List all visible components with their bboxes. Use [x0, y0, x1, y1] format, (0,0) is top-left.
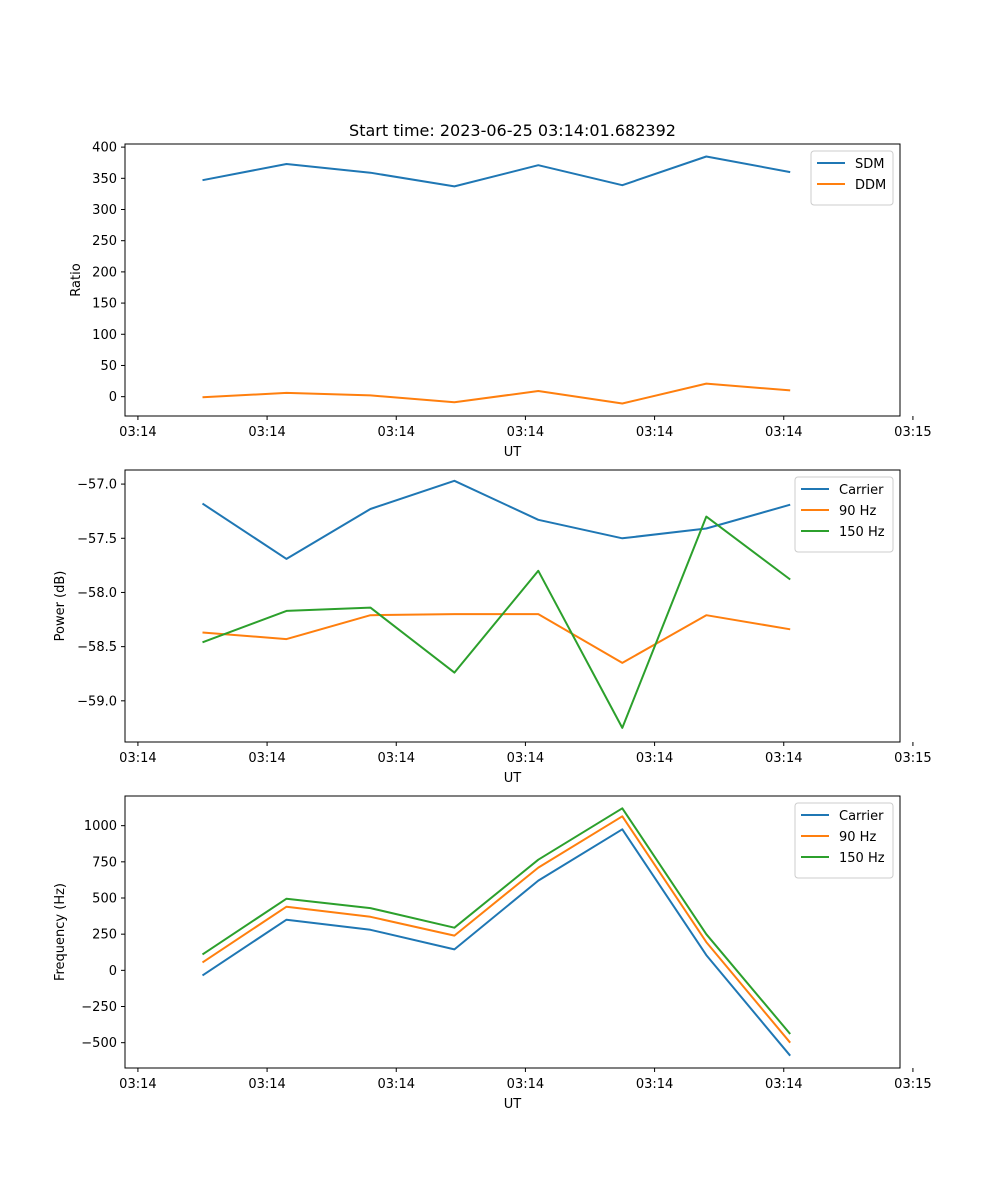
- chart-panel-2: 03:14 03:14 03:14 03:14 03:14 03:14 03:15 −59.0…: [53, 469, 932, 786]
- x-tick-label: 03:15: [894, 1077, 931, 1092]
- x-tick-label: 03:14: [636, 751, 673, 766]
- series-line-ddm: [202, 382, 791, 405]
- x-tick-label: 03:14: [248, 1077, 285, 1092]
- y-tick-label: −250: [81, 1000, 117, 1015]
- y-tick-label: 300: [92, 203, 117, 218]
- x-tick-label: 03:14: [248, 751, 285, 766]
- chart-panel-3: 03:14 03:14 03:14 03:14 03:14 03:14 03:15 −500 −…: [53, 795, 932, 1112]
- x-tick-label: 03:14: [507, 751, 544, 766]
- y-axis-label: Ratio: [69, 263, 84, 296]
- y-tick-label: 200: [92, 265, 117, 280]
- series-line-carrier: [201, 479, 791, 560]
- y-tick-label: 0: [109, 964, 117, 979]
- y-tick-label: −58.0: [77, 586, 117, 601]
- x-axis-label: UT: [504, 445, 522, 460]
- series-line-90-hz: [202, 613, 791, 664]
- legend-label: 150 Hz: [839, 525, 885, 540]
- series-line-sdm: [202, 155, 791, 188]
- legend-box: [794, 476, 894, 553]
- y-tick-label: −57.0: [77, 478, 117, 493]
- legend-label: DDM: [855, 178, 886, 193]
- x-tick-label: 03:14: [765, 1077, 802, 1092]
- x-tick-label: 03:14: [119, 1077, 156, 1092]
- x-tick-label: 03:15: [894, 425, 931, 440]
- y-tick-label: −57.5: [77, 532, 117, 547]
- x-tick-label: 03:14: [636, 425, 673, 440]
- y-tick-label: 350: [92, 172, 117, 187]
- y-tick-label: 400: [92, 141, 117, 156]
- chart-panel-1: 03:14 03:14 03:14 03:14 03:14 03:14 03:15 0 50 10…: [69, 141, 932, 460]
- legend-label: Carrier: [839, 483, 884, 498]
- x-tick-label: 03:14: [248, 425, 285, 440]
- charts-container: 03:14 03:14 03:14 03:14 03:14 03:14 03:15 0 50 10…: [53, 141, 932, 1112]
- axes-frame: [124, 469, 901, 743]
- figure-title: Start time: 2023-06-25 03:14:01.682392: [349, 121, 676, 140]
- legend-label: 150 Hz: [839, 851, 885, 866]
- legend: Carrier 90 Hz 150 Hz: [794, 476, 894, 553]
- series-line-150-hz: [201, 807, 791, 1035]
- x-tick-label: 03:14: [507, 425, 544, 440]
- x-tick-label: 03:14: [378, 425, 415, 440]
- y-tick-label: 150: [92, 297, 117, 312]
- y-axis-label: Power (dB): [53, 571, 68, 642]
- legend-box: [794, 802, 894, 879]
- x-tick-label: 03:14: [765, 425, 802, 440]
- y-tick-label: −59.0: [77, 694, 117, 709]
- y-tick-label: 0: [109, 390, 117, 405]
- y-tick-label: 250: [92, 234, 117, 249]
- x-tick-label: 03:14: [765, 751, 802, 766]
- y-tick-label: 500: [92, 892, 117, 907]
- series-line-90-hz: [201, 815, 791, 1044]
- legend-label: 90 Hz: [839, 830, 876, 845]
- legend-label: Carrier: [839, 809, 884, 824]
- y-tick-label: −58.5: [77, 640, 117, 655]
- legend: SDM DDM: [810, 150, 894, 206]
- y-tick-label: 750: [92, 855, 117, 870]
- x-tick-label: 03:15: [894, 751, 931, 766]
- legend-label: SDM: [855, 157, 884, 172]
- y-tick-label: 1000: [84, 819, 117, 834]
- y-tick-label: 100: [92, 328, 117, 343]
- axes-frame: [124, 795, 901, 1069]
- y-axis-label: Frequency (Hz): [53, 883, 68, 981]
- series-line-150-hz: [202, 515, 791, 729]
- y-tick-label: −500: [81, 1036, 117, 1051]
- x-tick-label: 03:14: [378, 751, 415, 766]
- legend: Carrier 90 Hz 150 Hz: [794, 802, 894, 879]
- y-tick-label: 250: [92, 928, 117, 943]
- axes-frame: [124, 143, 901, 417]
- x-axis-label: UT: [504, 771, 522, 786]
- y-tick-label: 50: [100, 359, 117, 374]
- series-line-carrier: [201, 828, 791, 1057]
- x-tick-label: 03:14: [119, 425, 156, 440]
- legend-box: [810, 150, 894, 206]
- legend-label: 90 Hz: [839, 504, 876, 519]
- x-tick-label: 03:14: [636, 1077, 673, 1092]
- x-axis-label: UT: [504, 1097, 522, 1112]
- x-tick-label: 03:14: [378, 1077, 415, 1092]
- x-tick-label: 03:14: [119, 751, 156, 766]
- x-tick-label: 03:14: [507, 1077, 544, 1092]
